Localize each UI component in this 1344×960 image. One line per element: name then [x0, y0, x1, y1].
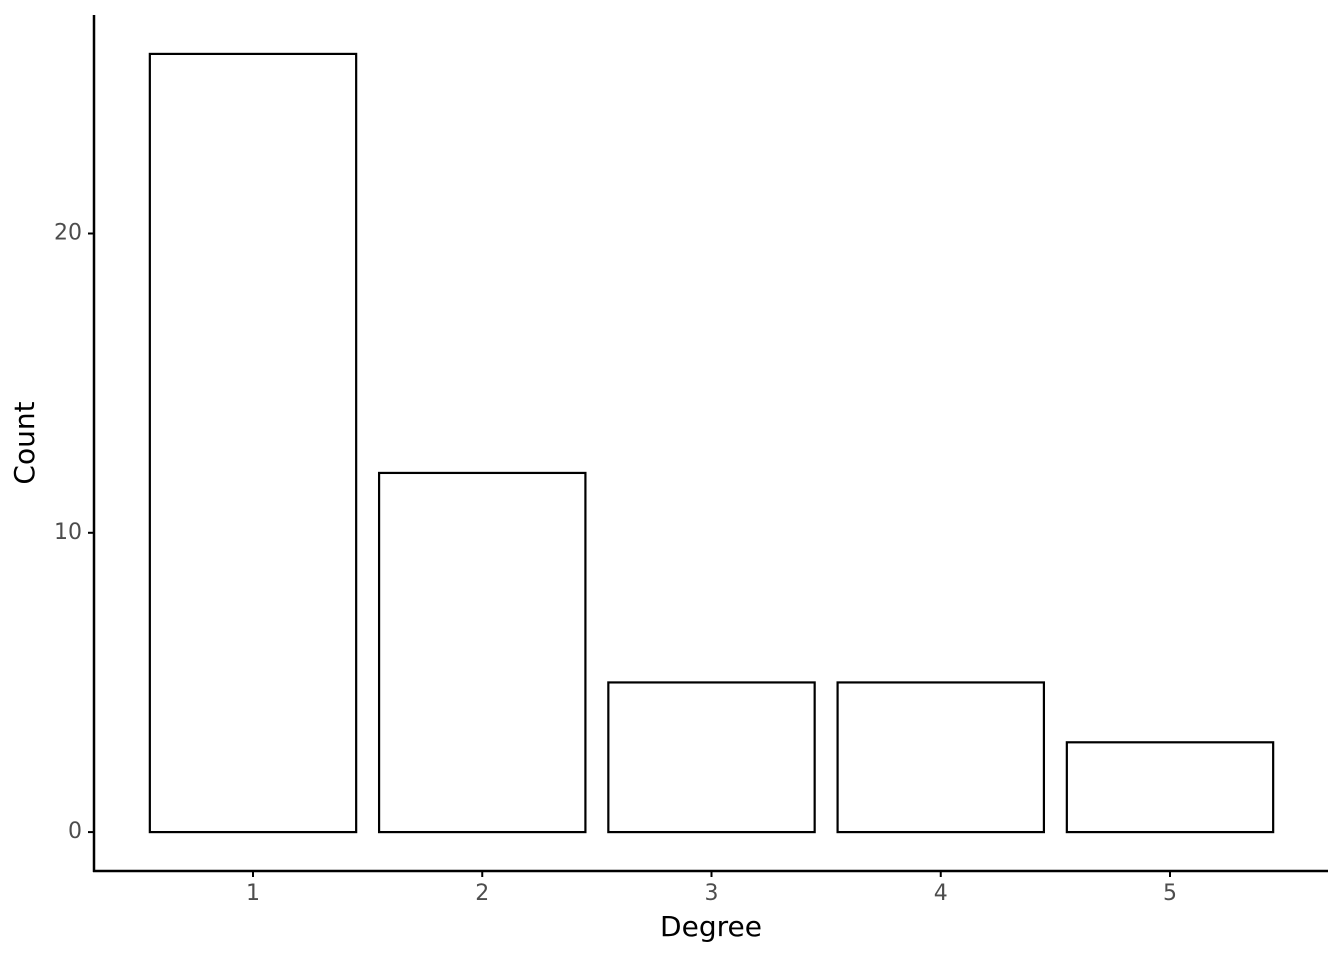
x-tick-label: 4: [934, 881, 948, 906]
x-tick-label: 5: [1163, 881, 1177, 906]
bar: [1065, 741, 1275, 834]
bar: [607, 681, 816, 834]
y-tick-label: 0: [68, 819, 82, 844]
x-axis-title: Degree: [660, 910, 762, 943]
x-tick-label: 1: [246, 881, 260, 906]
bar: [148, 52, 358, 834]
x-tick-label: 3: [705, 881, 719, 906]
bar: [377, 471, 587, 834]
bar: [836, 681, 1046, 834]
y-tick-label: 20: [54, 220, 82, 245]
y-axis-title: Count: [8, 401, 41, 484]
y-tick-label: 10: [54, 520, 82, 545]
x-tick-label: 2: [475, 881, 489, 906]
